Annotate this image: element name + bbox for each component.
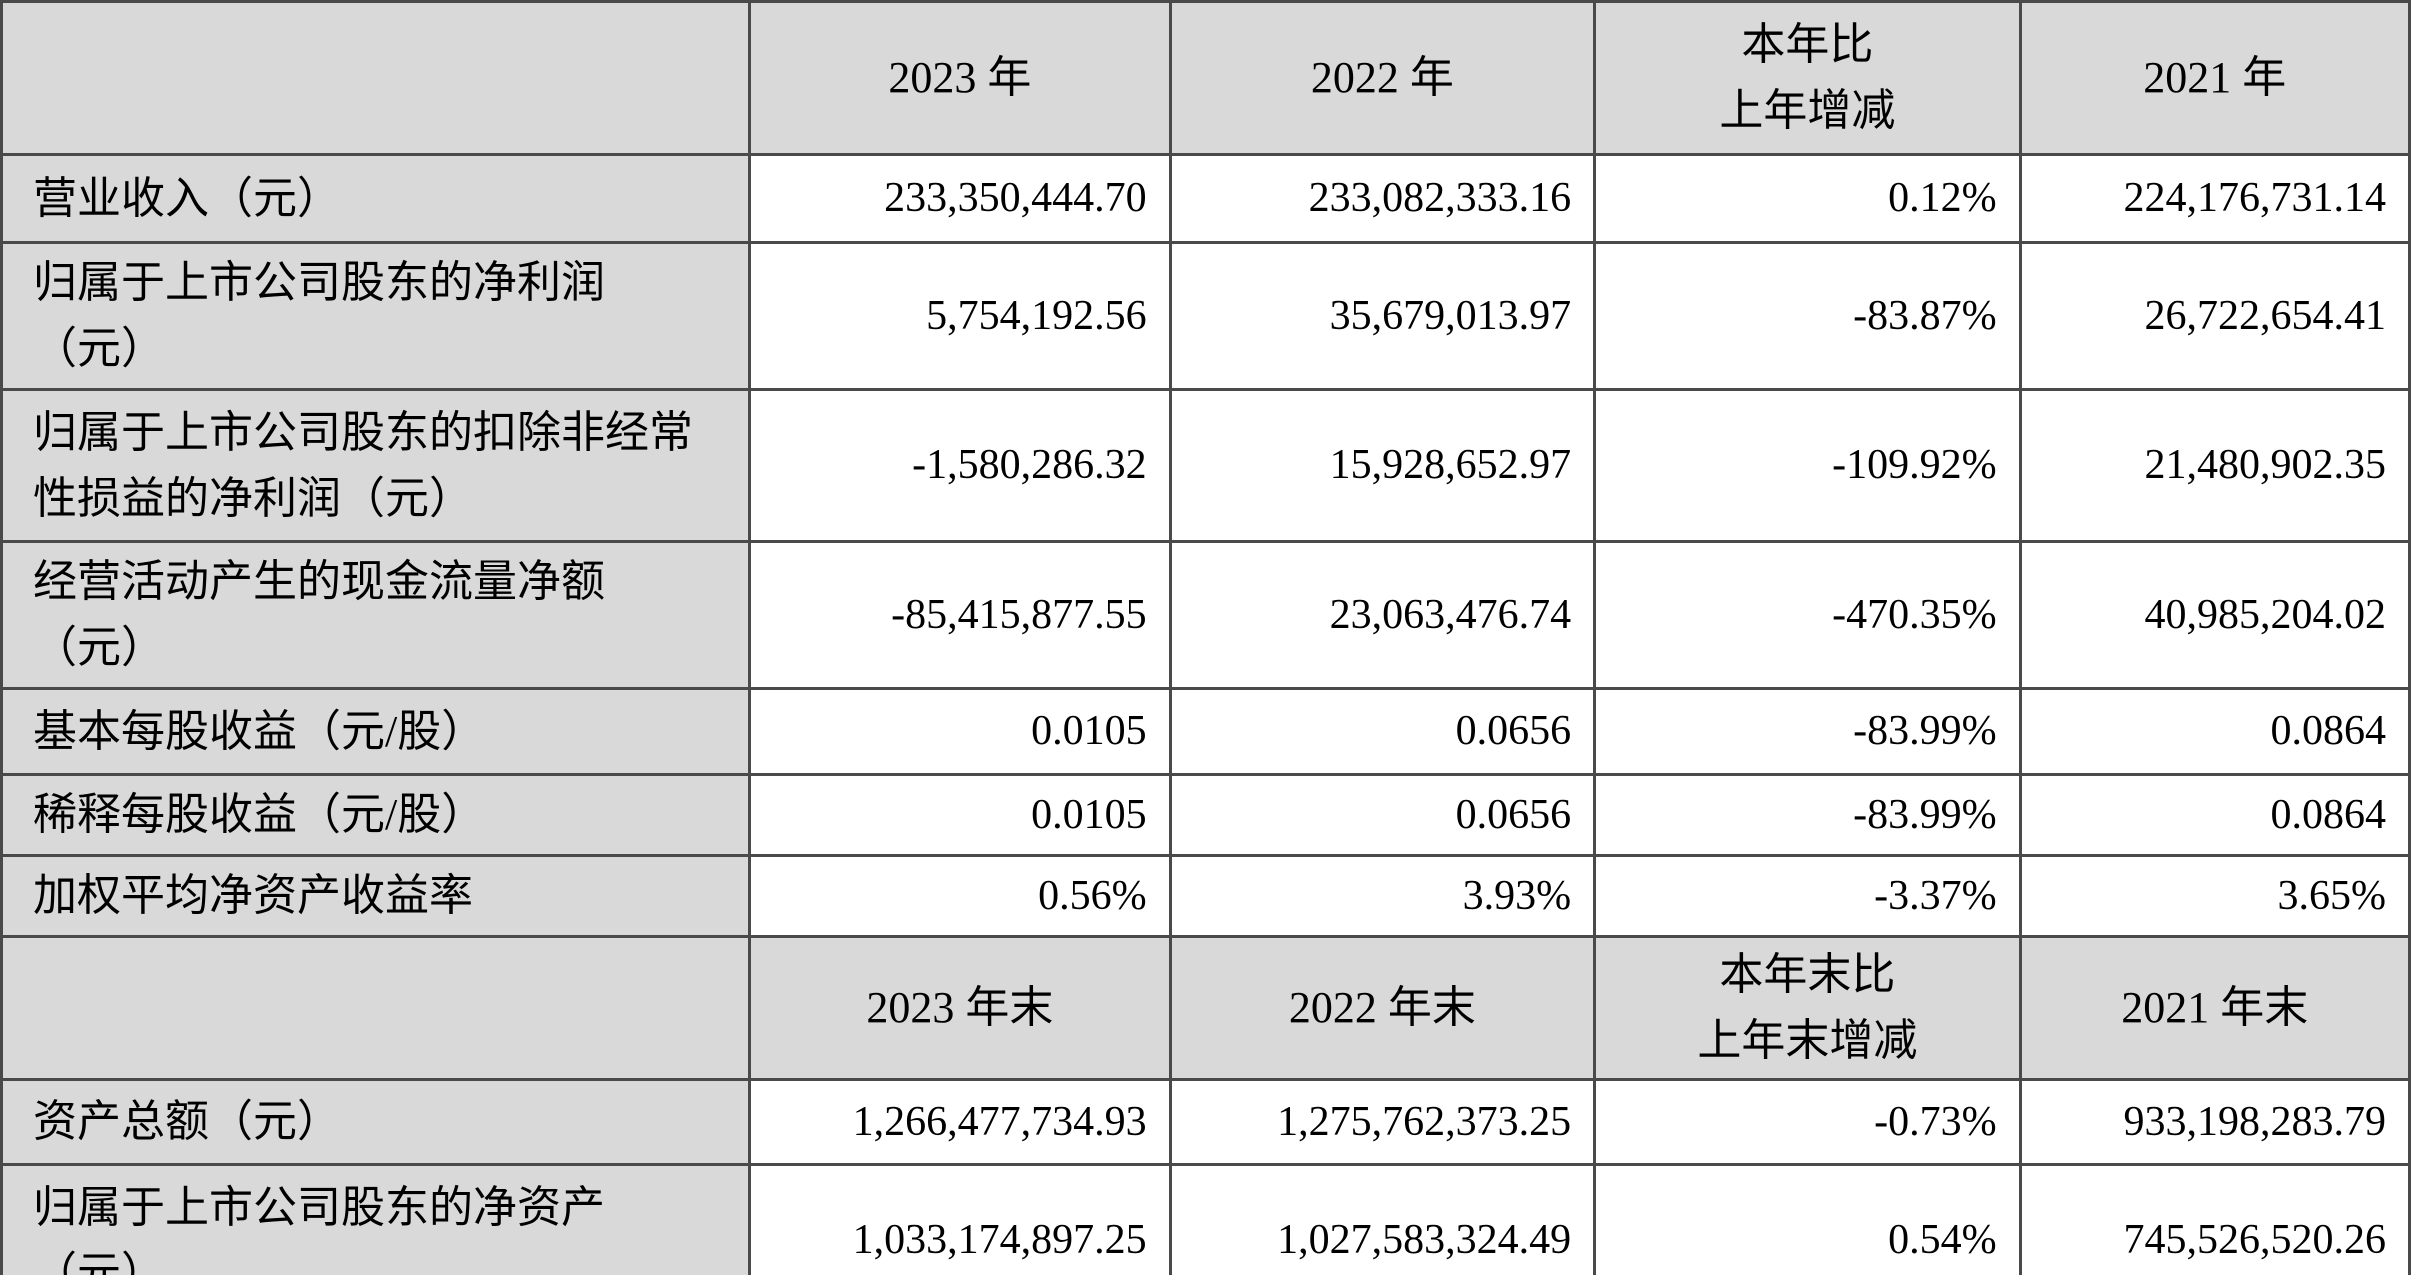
- cell-2022: 233,082,333.16: [1168, 153, 1597, 244]
- cell-change: -0.73%: [1593, 1078, 2022, 1166]
- row-label: 归属于上市公司股东的扣除非经常 性损益的净利润（元）: [0, 388, 752, 543]
- row-label: 稀释每股收益（元/股）: [0, 773, 752, 857]
- col-header-year-end-change: 本年末比 上年末增减: [1593, 935, 2022, 1081]
- cell-change: -83.99%: [1593, 687, 2022, 776]
- table-row-deducted-net-profit: 归属于上市公司股东的扣除非经常 性损益的净利润（元） -1,580,286.32…: [0, 388, 2411, 543]
- cell-2023: -1,580,286.32: [748, 388, 1172, 543]
- cell-2021: 3.65%: [2018, 854, 2411, 938]
- header-row-year-end: 2023 年末 2022 年末 本年末比 上年末增减 2021 年末: [0, 935, 2411, 1081]
- row-label: 归属于上市公司股东的净资产 （元）: [0, 1163, 752, 1275]
- cell-2023: 1,033,174,897.25: [748, 1163, 1172, 1275]
- table-row-weighted-roe: 加权平均净资产收益率 0.56% 3.93% -3.37% 3.65%: [0, 854, 2411, 938]
- col-header-2023: 2023 年: [748, 0, 1172, 156]
- col-header-2022: 2022 年: [1168, 0, 1597, 156]
- cell-2023: 1,266,477,734.93: [748, 1078, 1172, 1166]
- table-row-basic-eps: 基本每股收益（元/股） 0.0105 0.0656 -83.99% 0.0864: [0, 687, 2411, 776]
- col-header-yoy-change: 本年比 上年增减: [1593, 0, 2022, 156]
- cell-2021: 40,985,204.02: [2018, 540, 2411, 690]
- cell-2023: 233,350,444.70: [748, 153, 1172, 244]
- cell-change: -83.99%: [1593, 773, 2022, 857]
- header-row-annual: 2023 年 2022 年 本年比 上年增减 2021 年: [0, 0, 2411, 156]
- cell-2022: 3.93%: [1168, 854, 1597, 938]
- cell-2023: 5,754,192.56: [748, 241, 1172, 391]
- cell-2021: 0.0864: [2018, 687, 2411, 776]
- row-label: 营业收入（元）: [0, 153, 752, 244]
- cell-2022: 0.0656: [1168, 687, 1597, 776]
- col-header-2022-end: 2022 年末: [1168, 935, 1597, 1081]
- cell-2021: 0.0864: [2018, 773, 2411, 857]
- corner-cell-year-end: [0, 935, 752, 1081]
- cell-change: -3.37%: [1593, 854, 2022, 938]
- cell-2023: 0.0105: [748, 773, 1172, 857]
- row-label: 归属于上市公司股东的净利润 （元）: [0, 241, 752, 391]
- corner-cell-annual: [0, 0, 752, 156]
- cell-2021: 21,480,902.35: [2018, 388, 2411, 543]
- cell-2021: 933,198,283.79: [2018, 1078, 2411, 1166]
- table-row-total-assets: 资产总额（元） 1,266,477,734.93 1,275,762,373.2…: [0, 1078, 2411, 1166]
- cell-change: 0.12%: [1593, 153, 2022, 244]
- cell-2021: 26,722,654.41: [2018, 241, 2411, 391]
- cell-2022: 0.0656: [1168, 773, 1597, 857]
- table-row-diluted-eps: 稀释每股收益（元/股） 0.0105 0.0656 -83.99% 0.0864: [0, 773, 2411, 857]
- table-row-revenue: 营业收入（元） 233,350,444.70 233,082,333.16 0.…: [0, 153, 2411, 244]
- cell-2023: 0.56%: [748, 854, 1172, 938]
- cell-change: -83.87%: [1593, 241, 2022, 391]
- row-label: 加权平均净资产收益率: [0, 854, 752, 938]
- cell-change: -470.35%: [1593, 540, 2022, 690]
- cell-2022: 23,063,476.74: [1168, 540, 1597, 690]
- cell-2023: 0.0105: [748, 687, 1172, 776]
- cell-2023: -85,415,877.55: [748, 540, 1172, 690]
- cell-change: 0.54%: [1593, 1163, 2022, 1275]
- cell-2022: 35,679,013.97: [1168, 241, 1597, 391]
- cell-2022: 15,928,652.97: [1168, 388, 1597, 543]
- row-label: 经营活动产生的现金流量净额 （元）: [0, 540, 752, 690]
- row-label: 资产总额（元）: [0, 1078, 752, 1166]
- cell-change: -109.92%: [1593, 388, 2022, 543]
- cell-2021: 745,526,520.26: [2018, 1163, 2411, 1275]
- table-row-operating-cash-flow: 经营活动产生的现金流量净额 （元） -85,415,877.55 23,063,…: [0, 540, 2411, 690]
- cell-2022: 1,027,583,324.49: [1168, 1163, 1597, 1275]
- col-header-2021-end: 2021 年末: [2018, 935, 2411, 1081]
- table-row-net-profit: 归属于上市公司股东的净利润 （元） 5,754,192.56 35,679,01…: [0, 241, 2411, 391]
- col-header-2023-end: 2023 年末: [748, 935, 1172, 1081]
- table-row-net-assets: 归属于上市公司股东的净资产 （元） 1,033,174,897.25 1,027…: [0, 1163, 2411, 1275]
- cell-2021: 224,176,731.14: [2018, 153, 2411, 244]
- row-label: 基本每股收益（元/股）: [0, 687, 752, 776]
- col-header-2021: 2021 年: [2018, 0, 2411, 156]
- cell-2022: 1,275,762,373.25: [1168, 1078, 1597, 1166]
